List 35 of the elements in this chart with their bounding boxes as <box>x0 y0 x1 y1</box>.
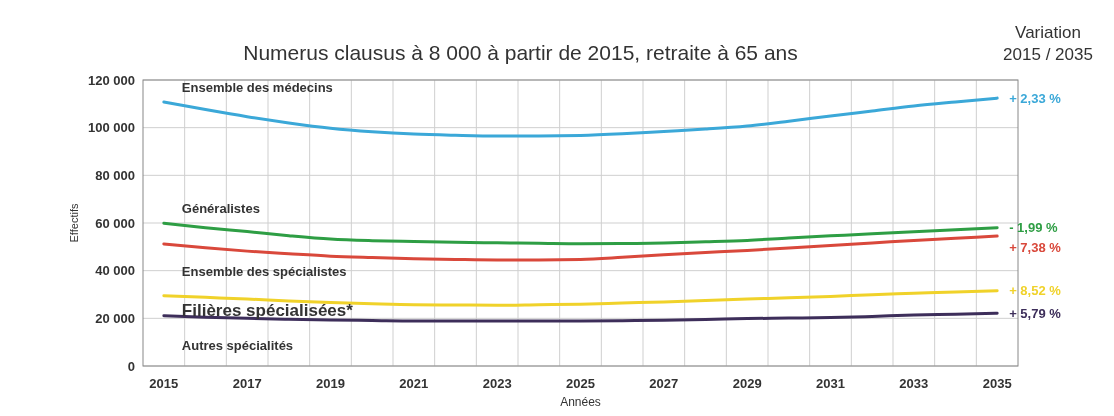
x-tick-label: 2021 <box>399 376 429 391</box>
x-tick-label: 2029 <box>732 376 762 391</box>
y-tick-label: 0 <box>127 358 135 374</box>
series-label: Ensemble des spécialistes <box>181 263 347 279</box>
annotation: + 7,38 % <box>1009 240 1062 256</box>
y-tick-label: 20 000 <box>95 310 135 326</box>
chart-title: Numerus clausus à 8 000 à partir de 2015, retraite à 65 ans <box>243 41 798 64</box>
series-label: Ensemble des médecins <box>181 79 333 95</box>
x-tick-label: 2023 <box>482 376 512 391</box>
y-tick-label: 40 000 <box>95 263 135 279</box>
y-tick-label: 120 000 <box>88 72 135 88</box>
text: Variation 2015 / 2035 <box>1003 23 1093 64</box>
x-tick-label: 2031 <box>816 376 845 391</box>
x-tick-label: 2019 <box>316 376 345 391</box>
y-tick-label: 100 000 <box>88 120 135 136</box>
x-tick-label: 2035 <box>982 376 1012 391</box>
series-label: Généralistes <box>181 201 260 217</box>
annotation: + 8,52 % <box>1009 283 1062 299</box>
annotation: + 2,33 % <box>1009 90 1062 106</box>
x-tick-label: 2027 <box>649 376 679 391</box>
x-tick-label: 2025 <box>566 376 595 391</box>
y-tick-label: 60 000 <box>95 215 135 231</box>
x-tick-label: 2015 <box>149 376 179 391</box>
x-tick-label: 2033 <box>899 376 929 391</box>
line-series <box>162 234 999 262</box>
y-axis-title: Effectifs <box>68 203 80 243</box>
series-label: Filières spécialisées* <box>181 300 354 320</box>
y-tick-label: 80 000 <box>95 167 135 183</box>
x-tick-label: 2017 <box>232 376 262 391</box>
line-series <box>162 96 999 138</box>
annotation: - 1,99 % <box>1009 220 1059 236</box>
annotation: + 5,79 % <box>1009 305 1062 321</box>
line-series <box>162 221 999 246</box>
x-axis-title: Années <box>560 395 601 409</box>
series-label: Autres spécialités <box>181 337 294 353</box>
